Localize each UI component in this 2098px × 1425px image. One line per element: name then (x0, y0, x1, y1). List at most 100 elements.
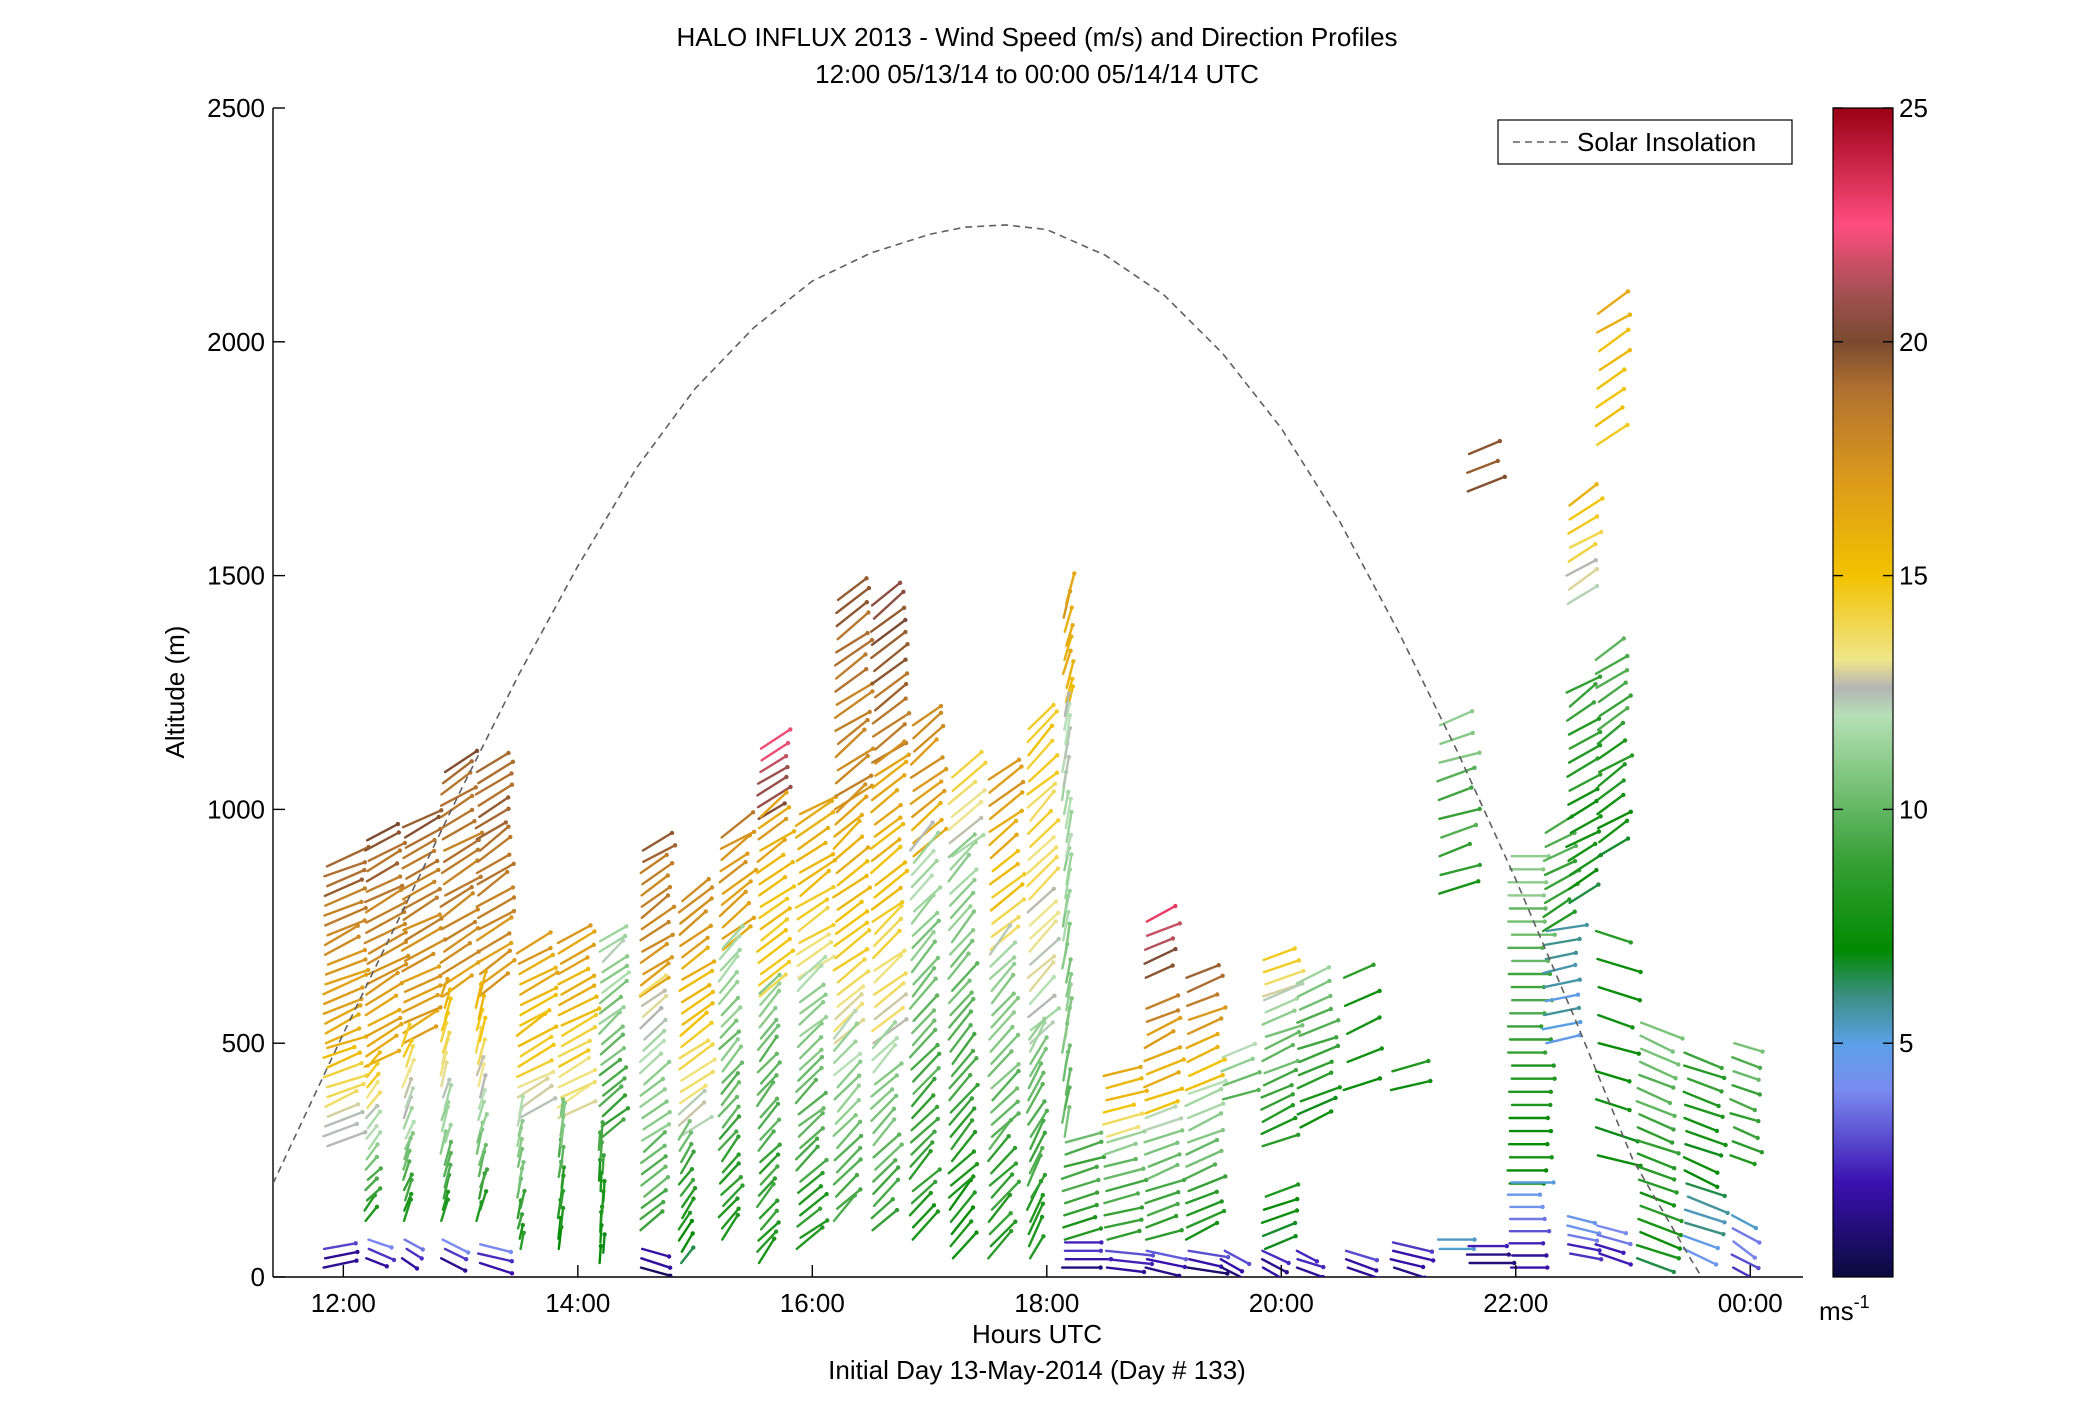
wind-vector (1639, 1047, 1680, 1066)
wind-vector (642, 956, 674, 976)
wind-vector-head (435, 858, 440, 864)
wind-vector-head (619, 1084, 624, 1089)
wind-vector (1596, 957, 1642, 974)
wind-vector-head (819, 963, 824, 968)
wind-vector (1598, 819, 1629, 844)
wind-vector (1260, 1209, 1299, 1225)
wind-vector-head (594, 994, 599, 999)
wind-vector-head (473, 785, 478, 790)
wind-vector (910, 859, 938, 889)
wind-vector-head (712, 1057, 717, 1062)
wind-vector (402, 1198, 413, 1223)
wind-vector (1063, 606, 1074, 633)
wind-vector (602, 1179, 606, 1203)
wind-vector-head (774, 1017, 779, 1023)
wind-vector (479, 1190, 488, 1211)
wind-vector (679, 1011, 708, 1037)
wind-vector (947, 833, 976, 859)
wind-vector-head (666, 1254, 672, 1259)
wind-vector (560, 1007, 601, 1027)
wind-vector-head (591, 942, 596, 948)
wind-vector (797, 1111, 824, 1138)
wind-vector (1597, 837, 1630, 858)
wind-vector (322, 1259, 358, 1269)
wind-vector-head (621, 1117, 626, 1122)
wind-vector (871, 901, 904, 923)
wind-vector (679, 897, 713, 925)
wind-vector-head (1048, 808, 1054, 814)
wind-vector-head (1548, 1089, 1554, 1095)
wind-vector (720, 880, 752, 906)
wind-vector (757, 937, 791, 964)
wind-vector-head (892, 1043, 898, 1048)
wind-vector-head (782, 837, 787, 842)
wind-vector (1065, 660, 1075, 689)
wind-vector (366, 1110, 382, 1130)
wind-vector-head (378, 1166, 383, 1171)
wind-vector (517, 1025, 558, 1048)
colorbar-tick-label: 20 (1899, 327, 1928, 357)
wind-vector-head (1725, 1210, 1730, 1216)
wind-vector (403, 1077, 413, 1099)
wind-vector-head (898, 815, 903, 820)
wind-vector-head (659, 1005, 664, 1011)
wind-vector-head (859, 812, 865, 818)
wind-vector-head (934, 858, 939, 864)
wind-vector (366, 849, 402, 873)
wind-vector (871, 1006, 904, 1033)
wind-vector-head (704, 1010, 709, 1015)
wind-vector (1262, 1197, 1299, 1211)
wind-vector-head (1101, 1154, 1107, 1160)
wind-vector-head (1572, 909, 1577, 914)
wind-vector (1635, 1099, 1676, 1118)
wind-vector-head (820, 1111, 825, 1116)
wind-vector-head (1069, 996, 1074, 1001)
wind-vector (403, 1238, 424, 1251)
wind-vector-head (1041, 1234, 1046, 1239)
wind-vector (721, 1153, 740, 1174)
wind-vector (598, 1085, 623, 1108)
wind-vector (988, 1211, 1012, 1236)
wind-vector (403, 815, 440, 839)
wind-vector-head (660, 1076, 666, 1082)
wind-vector-head (777, 1142, 782, 1147)
wind-vector-head (898, 844, 903, 850)
wind-vector-head (903, 992, 908, 997)
wind-vector (988, 1162, 1018, 1187)
wind-vector (1143, 1030, 1175, 1050)
wind-vector (1597, 763, 1626, 788)
wind-vector-head (775, 1198, 780, 1203)
chart-subtitle: 12:00 05/13/14 to 00:00 05/14/14 UTC (815, 59, 1259, 89)
wind-vector (476, 1038, 486, 1066)
wind-vector-head (1013, 1219, 1018, 1224)
wind-vector (870, 630, 907, 660)
wind-vector (1639, 1021, 1684, 1040)
wind-vector-head (437, 887, 442, 892)
wind-vector-head (507, 931, 512, 936)
wind-vector-head (973, 840, 978, 845)
wind-vector-head (397, 1007, 402, 1013)
wind-vector (681, 936, 709, 959)
wind-vector (365, 888, 403, 914)
wind-vector-head (363, 1130, 368, 1135)
wind-vector-head (966, 852, 972, 858)
wind-vector-head (709, 885, 715, 890)
wind-vector (325, 845, 370, 868)
wind-vector-head (669, 955, 675, 960)
wind-vector (1731, 1266, 1754, 1277)
wind-vector (832, 1009, 857, 1040)
wind-vector (988, 1011, 1016, 1041)
wind-vector-head (1625, 836, 1631, 841)
wind-vector (1342, 1077, 1382, 1092)
wind-vector-head (1473, 822, 1479, 828)
wind-vector (1186, 1266, 1229, 1275)
wind-vector-head (666, 919, 671, 925)
wind-vector (1186, 1200, 1223, 1217)
wind-vector (951, 1032, 976, 1066)
wind-vector (1598, 739, 1627, 760)
wind-vector (909, 756, 944, 779)
wind-vector (758, 1006, 777, 1029)
wind-vector-head (1472, 1237, 1477, 1242)
wind-vector (1186, 1017, 1223, 1036)
wind-vector (1029, 937, 1061, 966)
